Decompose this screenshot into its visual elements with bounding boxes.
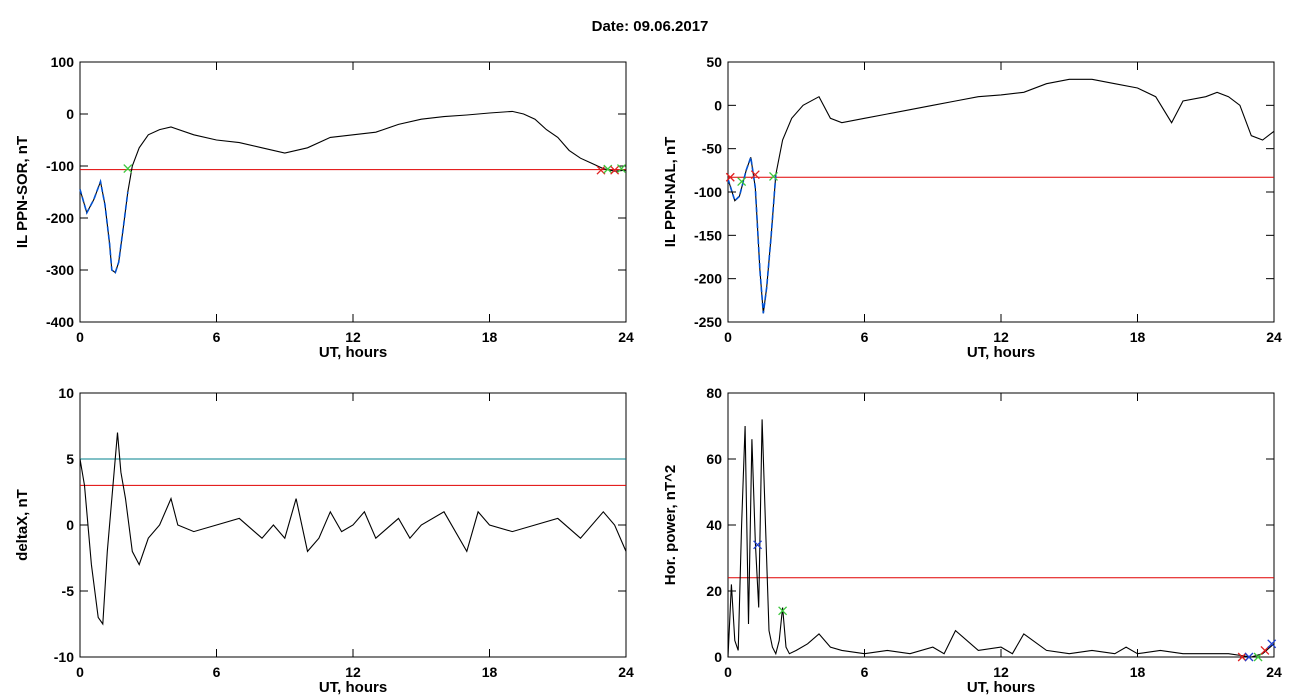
marker-green [616,164,626,174]
x-tick-label: 6 [861,664,869,680]
x-tick-label: 18 [482,664,498,680]
plot-frame [727,392,1275,658]
x-tick-label: 18 [1130,664,1146,680]
x-tick-label: 6 [213,329,221,345]
y-tick-label: 10 [58,385,74,401]
x-tick-label: 18 [1130,329,1146,345]
x-tick-label: 24 [1266,329,1282,345]
x-tick-label: 12 [993,664,1009,680]
marker-green [123,164,133,174]
y-tick-label: 20 [706,583,722,599]
y-axis-label: IL PPN-SOR, nT [14,136,31,248]
y-tick-label: -100 [694,184,722,200]
x-tick-label: 12 [345,664,361,680]
panel-3: 0 6 12 18 24 -10 -5 0 5 10 UT, hours deltaX, nT [14,385,634,696]
x-tick-label: 0 [76,664,84,680]
x-tick-label: 0 [724,329,732,345]
y-tick-label: -250 [694,314,722,330]
x-tick-label: 18 [482,329,498,345]
series-highlight [727,157,777,314]
y-tick-label: 0 [66,106,74,122]
y-tick-label: 5 [66,451,74,467]
y-tick-label: -50 [702,141,722,157]
marker-blue [1267,639,1277,649]
y-tick-label: 60 [706,451,722,467]
x-tick-label: 0 [76,329,84,345]
x-tick-label: 0 [724,664,732,680]
figure-title: Date: 09.06.2017 [591,18,709,35]
y-tick-label: -200 [46,210,74,226]
marker-green [737,177,747,187]
y-tick-label: 0 [66,517,74,533]
series-line [79,432,627,626]
y-tick-label: -100 [46,158,74,174]
panel-4: 0 6 12 18 24 0 20 40 60 80 UT, hours Hor. power, nT… [662,385,1282,696]
marker-red [750,170,760,180]
marker-red [610,165,620,175]
x-tick-label: 6 [213,664,221,680]
x-tick-label: 12 [345,329,361,345]
x-axis-label: UT, hours [967,679,1035,696]
marker-blue [753,540,763,550]
y-tick-label: -5 [62,583,75,599]
panel-1: 0 6 12 18 24 -400 -300 -200 -100 0 100 UT, hours IL … [14,54,634,361]
series-highlight [79,178,129,274]
y-axis-label: IL PPN-NAL, nT [662,137,679,248]
marker-red [1237,652,1247,662]
y-axis-label: Hor. power, nT^2 [662,465,679,585]
panel-2: 0 6 12 18 24 -250 -200 -150 -100 -50 0 50 UT, hours I… [662,54,1282,361]
x-axis-label: UT, hours [967,344,1035,361]
x-axis-label: UT, hours [319,679,387,696]
y-tick-label: 80 [706,385,722,401]
marker-red [725,172,735,182]
series-line [79,110,627,274]
x-tick-label: 24 [618,664,634,680]
series-line [727,419,1275,658]
marker-green [769,171,778,181]
x-tick-label: 24 [1266,664,1282,680]
y-tick-label: -200 [694,271,722,287]
marker-blue [1244,652,1254,662]
y-tick-label: 100 [51,54,75,70]
y-tick-label: 40 [706,517,722,533]
marker-red [1260,645,1270,655]
x-tick-label: 6 [861,329,869,345]
x-tick-label: 12 [993,329,1009,345]
y-tick-label: 0 [714,649,722,665]
y-tick-label: -10 [54,649,74,665]
marker-green [778,606,788,616]
y-tick-label: 50 [706,54,722,70]
y-tick-label: -150 [694,227,722,243]
x-tick-label: 24 [618,329,634,345]
y-axis-label: deltaX, nT [14,489,31,561]
x-axis-label: UT, hours [319,344,387,361]
y-tick-label: -400 [46,314,74,330]
plot-frame [79,61,627,323]
y-tick-label: -300 [46,262,74,278]
y-tick-label: 0 [714,97,722,113]
series-line [727,78,1275,314]
marker-green [1253,652,1263,662]
